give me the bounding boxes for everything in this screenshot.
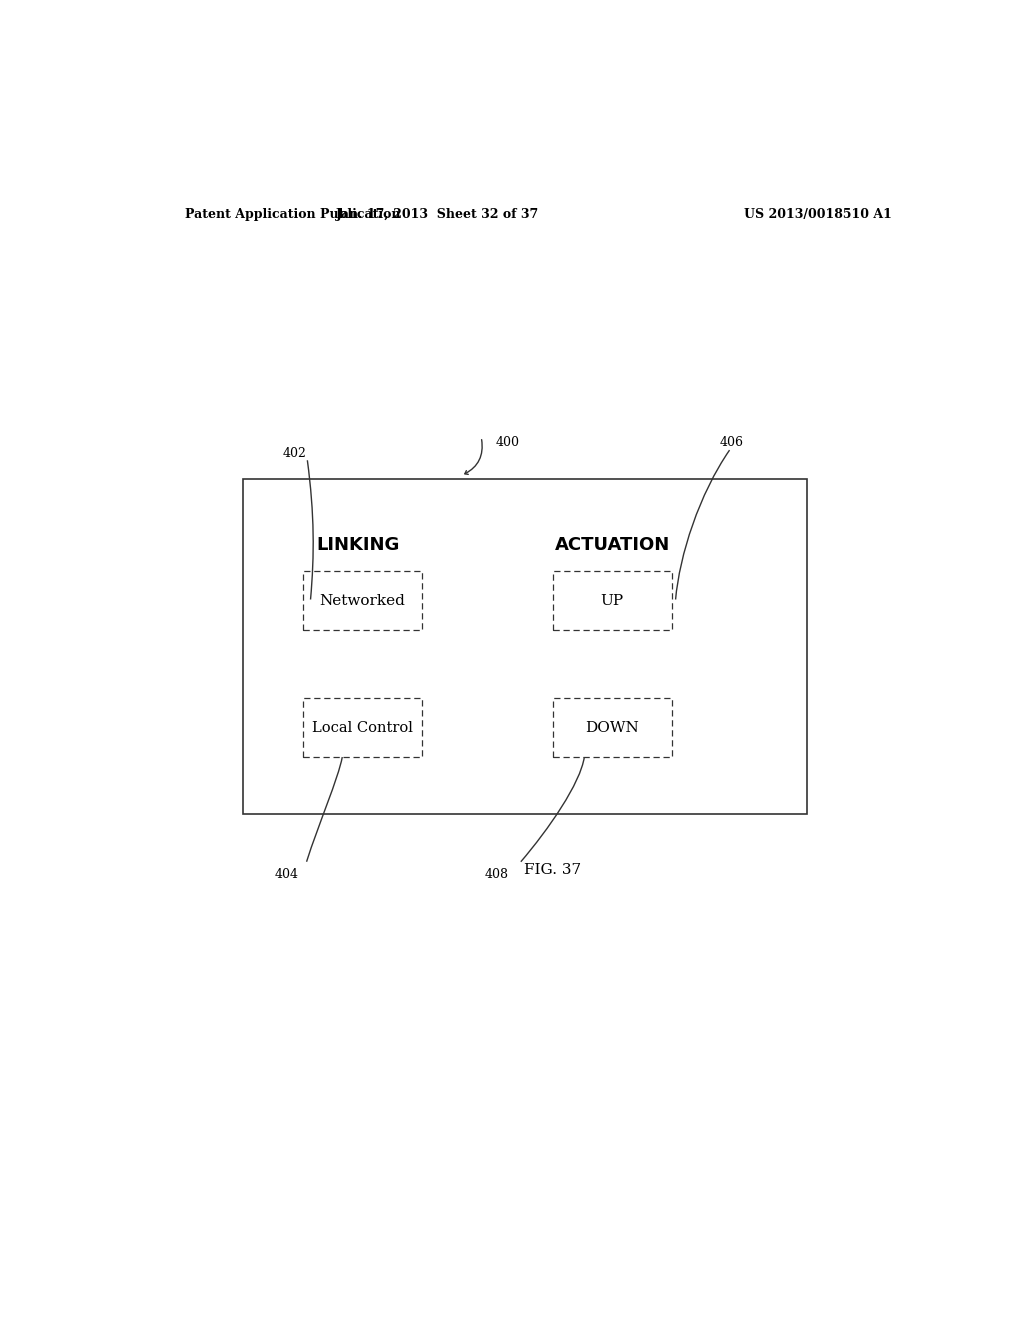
Bar	[553, 572, 672, 630]
Text: 406: 406	[719, 437, 743, 450]
Bar	[243, 479, 807, 814]
Text: LINKING: LINKING	[316, 536, 399, 553]
Text: Local Control: Local Control	[311, 721, 413, 735]
Text: UP: UP	[600, 594, 624, 607]
Text: FIG. 37: FIG. 37	[524, 863, 582, 876]
Text: DOWN: DOWN	[586, 721, 639, 735]
Text: 408: 408	[485, 869, 509, 882]
Bar	[303, 572, 422, 630]
Text: 402: 402	[283, 446, 306, 459]
Text: Jan. 17, 2013  Sheet 32 of 37: Jan. 17, 2013 Sheet 32 of 37	[336, 207, 539, 220]
Text: US 2013/0018510 A1: US 2013/0018510 A1	[744, 207, 892, 220]
Text: 400: 400	[496, 437, 519, 450]
Text: Networked: Networked	[319, 594, 406, 607]
Bar	[303, 698, 422, 758]
Text: ACTUATION: ACTUATION	[554, 536, 670, 553]
Text: 404: 404	[274, 869, 299, 882]
Text: Patent Application Publication: Patent Application Publication	[185, 207, 400, 220]
Bar	[553, 698, 672, 758]
